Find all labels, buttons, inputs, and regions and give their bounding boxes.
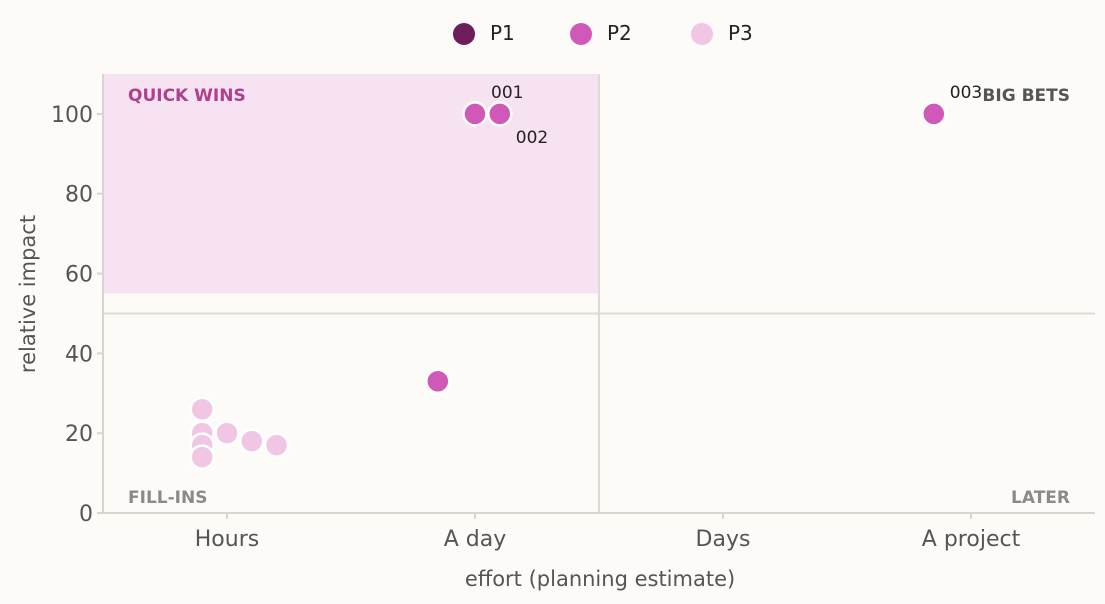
legend-label-p1: P1 xyxy=(490,21,515,45)
x-tick-label: A project xyxy=(922,527,1021,552)
legend-marker-p3 xyxy=(691,23,713,45)
point-label: 002 xyxy=(516,128,548,148)
grid-layer xyxy=(103,74,1095,513)
x-tick-label: Hours xyxy=(195,527,259,552)
region-layer xyxy=(103,74,599,294)
x-tick-label: Days xyxy=(696,527,751,552)
axis-layer: 0 20 40 60 80 100 Hours A day Days A project xyxy=(51,74,1095,552)
quadrant-label-big-bets: BIG BETS xyxy=(982,86,1070,106)
quadrant-labels: QUICK WINS BIG BETS FILL-INS LATER xyxy=(128,86,1070,508)
quadrant-label-fill-ins: FILL-INS xyxy=(128,488,207,508)
legend: P1 P2 P3 xyxy=(453,21,753,45)
y-tick-label: 80 xyxy=(65,183,93,208)
data-point[interactable] xyxy=(214,420,240,446)
legend-marker-p2 xyxy=(570,23,592,45)
y-tick-label: 60 xyxy=(65,263,93,288)
data-point[interactable] xyxy=(462,101,488,127)
data-point[interactable] xyxy=(425,368,451,395)
x-tick-label: A day xyxy=(444,527,507,552)
y-tick-label: 20 xyxy=(65,422,93,447)
legend-label-p3: P3 xyxy=(728,21,753,45)
quick-wins-region xyxy=(103,74,599,294)
legend-marker-p1 xyxy=(453,23,475,45)
point-label: 003 xyxy=(950,83,982,103)
y-tick-label: 0 xyxy=(79,502,93,527)
quadrant-label-quick-wins: QUICK WINS xyxy=(128,86,246,106)
x-axis-title: effort (planning estimate) xyxy=(465,567,735,591)
data-point[interactable] xyxy=(189,396,215,422)
legend-label-p2: P2 xyxy=(607,21,632,45)
data-point[interactable] xyxy=(487,101,513,127)
point-label: 001 xyxy=(491,83,523,103)
y-tick-label: 100 xyxy=(51,103,93,128)
quadrant-label-later: LATER xyxy=(1011,488,1070,508)
data-point[interactable] xyxy=(189,444,215,470)
data-point[interactable] xyxy=(921,101,947,127)
y-axis-title: relative impact xyxy=(16,215,40,373)
data-point[interactable] xyxy=(239,428,265,454)
point-layer: 001 002 003 xyxy=(189,83,982,470)
y-tick-label: 40 xyxy=(65,342,93,367)
data-point[interactable] xyxy=(263,432,290,458)
